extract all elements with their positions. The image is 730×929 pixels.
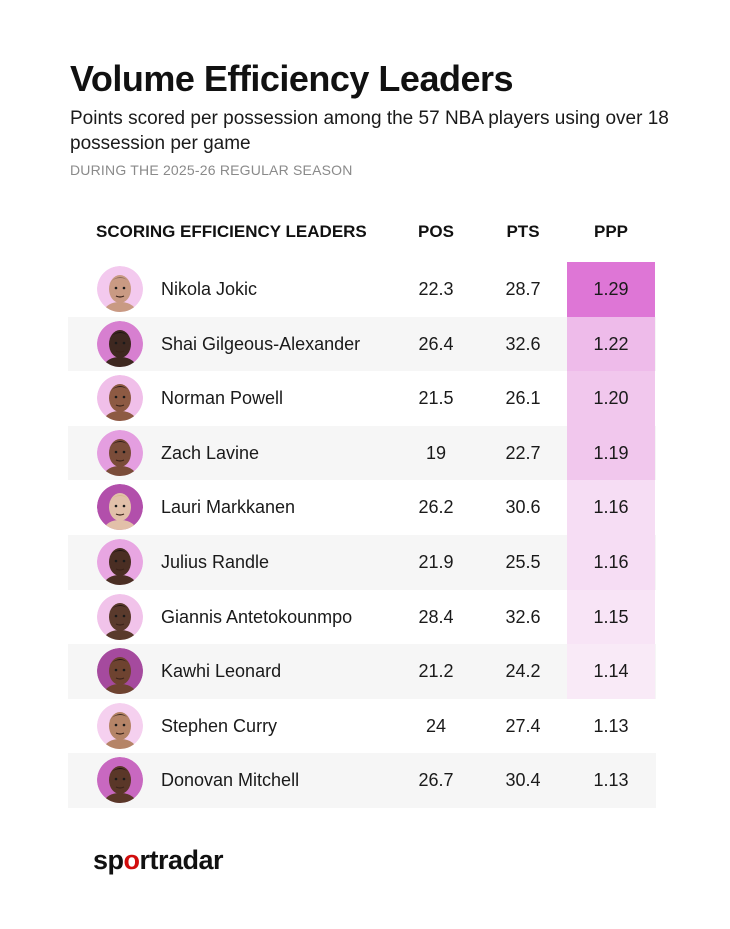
page-title: Volume Efficiency Leaders — [70, 58, 514, 99]
ppp-cell: 1.16 — [567, 480, 655, 535]
player-name: Kawhi Leonard — [161, 661, 282, 682]
logo-text-end: rtradar — [139, 845, 224, 875]
table-row: Norman Powell 21.5 26.1 1.20 — [68, 371, 656, 426]
player-headshot-icon — [97, 757, 143, 804]
pos-value: 26.7 — [418, 770, 454, 791]
pos-value: 21.5 — [418, 388, 454, 409]
subtitle: Points scored per possession among the 5… — [70, 108, 669, 154]
ppp-cell: 1.22 — [567, 316, 655, 372]
player-headshot-icon — [97, 320, 143, 367]
ppp-value: 1.13 — [593, 715, 629, 736]
player-headshot-icon — [97, 266, 143, 312]
pos-value: 22.3 — [418, 279, 454, 299]
player-name: Shai Gilgeous-Alexander — [161, 333, 361, 354]
ppp-cell: 1.14 — [567, 644, 655, 699]
column-header-pos: POS — [418, 222, 454, 241]
table-row: Kawhi Leonard 21.2 24.2 1.14 — [68, 644, 656, 699]
player-headshot-icon — [97, 484, 143, 531]
leaders-table: Nikola Jokic 22.3 28.7 1.29 Shai Gilgeous-Al… — [68, 262, 656, 808]
pos-value: 24 — [425, 715, 447, 736]
column-header-pts: PTS — [506, 222, 540, 241]
player-name: Zach Lavine — [161, 442, 260, 463]
logo-text-start: sp — [93, 845, 124, 875]
ppp-value: 1.29 — [593, 279, 629, 299]
pts-value: 28.7 — [505, 279, 541, 299]
player-name: Julius Randle — [161, 551, 270, 572]
player-name: Giannis Antetokounmpo — [161, 606, 353, 627]
pts-value: 25.5 — [505, 551, 541, 572]
ppp-cell: 1.16 — [567, 534, 655, 590]
pos-value: 21.9 — [418, 551, 454, 572]
player-name: Nikola Jokic — [161, 279, 258, 299]
ppp-cell: 1.19 — [567, 425, 655, 481]
pts-value: 30.4 — [505, 770, 541, 791]
player-name: Lauri Markkanen — [161, 497, 296, 518]
pos-value: 21.2 — [418, 661, 454, 682]
player-headshot-icon — [97, 429, 143, 476]
table-row: Lauri Markkanen 26.2 30.6 1.16 — [68, 480, 656, 535]
pos-value: 28.4 — [418, 606, 454, 627]
pts-value: 32.6 — [505, 606, 541, 627]
pts-value: 24.2 — [505, 661, 541, 682]
pts-value: 32.6 — [505, 333, 541, 354]
player-headshot-icon — [97, 648, 143, 695]
pos-value: 19 — [425, 442, 447, 463]
table-row: Shai Gilgeous-Alexander 26.4 32.6 1.22 — [68, 316, 656, 372]
ppp-cell: 1.15 — [567, 589, 655, 645]
player-name: Stephen Curry — [161, 715, 278, 736]
ppp-value: 1.19 — [593, 442, 629, 463]
player-name: Norman Powell — [161, 388, 284, 409]
ppp-value: 1.16 — [593, 497, 629, 518]
column-header-ppp: PPP — [593, 222, 629, 241]
ppp-value: 1.22 — [593, 333, 629, 354]
pos-value: 26.2 — [418, 497, 454, 518]
table-row: Stephen Curry 24 27.4 1.13 — [68, 699, 656, 754]
player-name: Donovan Mitchell — [161, 770, 300, 791]
pos-value: 26.4 — [418, 333, 454, 354]
pts-value: 30.6 — [505, 497, 541, 518]
ppp-value: 1.16 — [593, 551, 629, 572]
ppp-value: 1.20 — [593, 388, 629, 409]
table-row: Giannis Antetokounmpo 28.4 32.6 1.15 — [68, 589, 656, 645]
ppp-value: 1.14 — [593, 661, 629, 682]
player-headshot-icon — [97, 375, 143, 422]
column-header-leaders: SCORING EFFICIENCY LEADERS — [96, 222, 367, 241]
table-row: Julius Randle 21.9 25.5 1.16 — [68, 534, 656, 590]
season-note: DURING THE 2025-26 REGULAR SEASON — [70, 162, 353, 178]
table-row: Nikola Jokic 22.3 28.7 1.29 — [68, 262, 656, 317]
table-row: Donovan Mitchell 26.7 30.4 1.13 — [68, 753, 656, 808]
player-headshot-icon — [97, 593, 143, 640]
player-headshot-icon — [97, 538, 143, 585]
logo-text-accent: o — [123, 845, 141, 875]
player-headshot-icon — [97, 702, 143, 749]
pts-value: 22.7 — [505, 442, 541, 463]
ppp-cell: 1.20 — [567, 371, 655, 426]
ppp-value: 1.15 — [593, 606, 629, 627]
pts-value: 27.4 — [505, 715, 541, 736]
ppp-cell: 1.13 — [567, 699, 655, 754]
table-row: Zach Lavine 19 22.7 1.19 — [68, 425, 656, 481]
ppp-cell: 1.13 — [567, 753, 655, 808]
pts-value: 26.1 — [505, 388, 541, 409]
ppp-cell: 1.29 — [567, 262, 655, 317]
sportradar-logo: sportradar — [93, 845, 224, 876]
ppp-value: 1.13 — [593, 770, 629, 791]
